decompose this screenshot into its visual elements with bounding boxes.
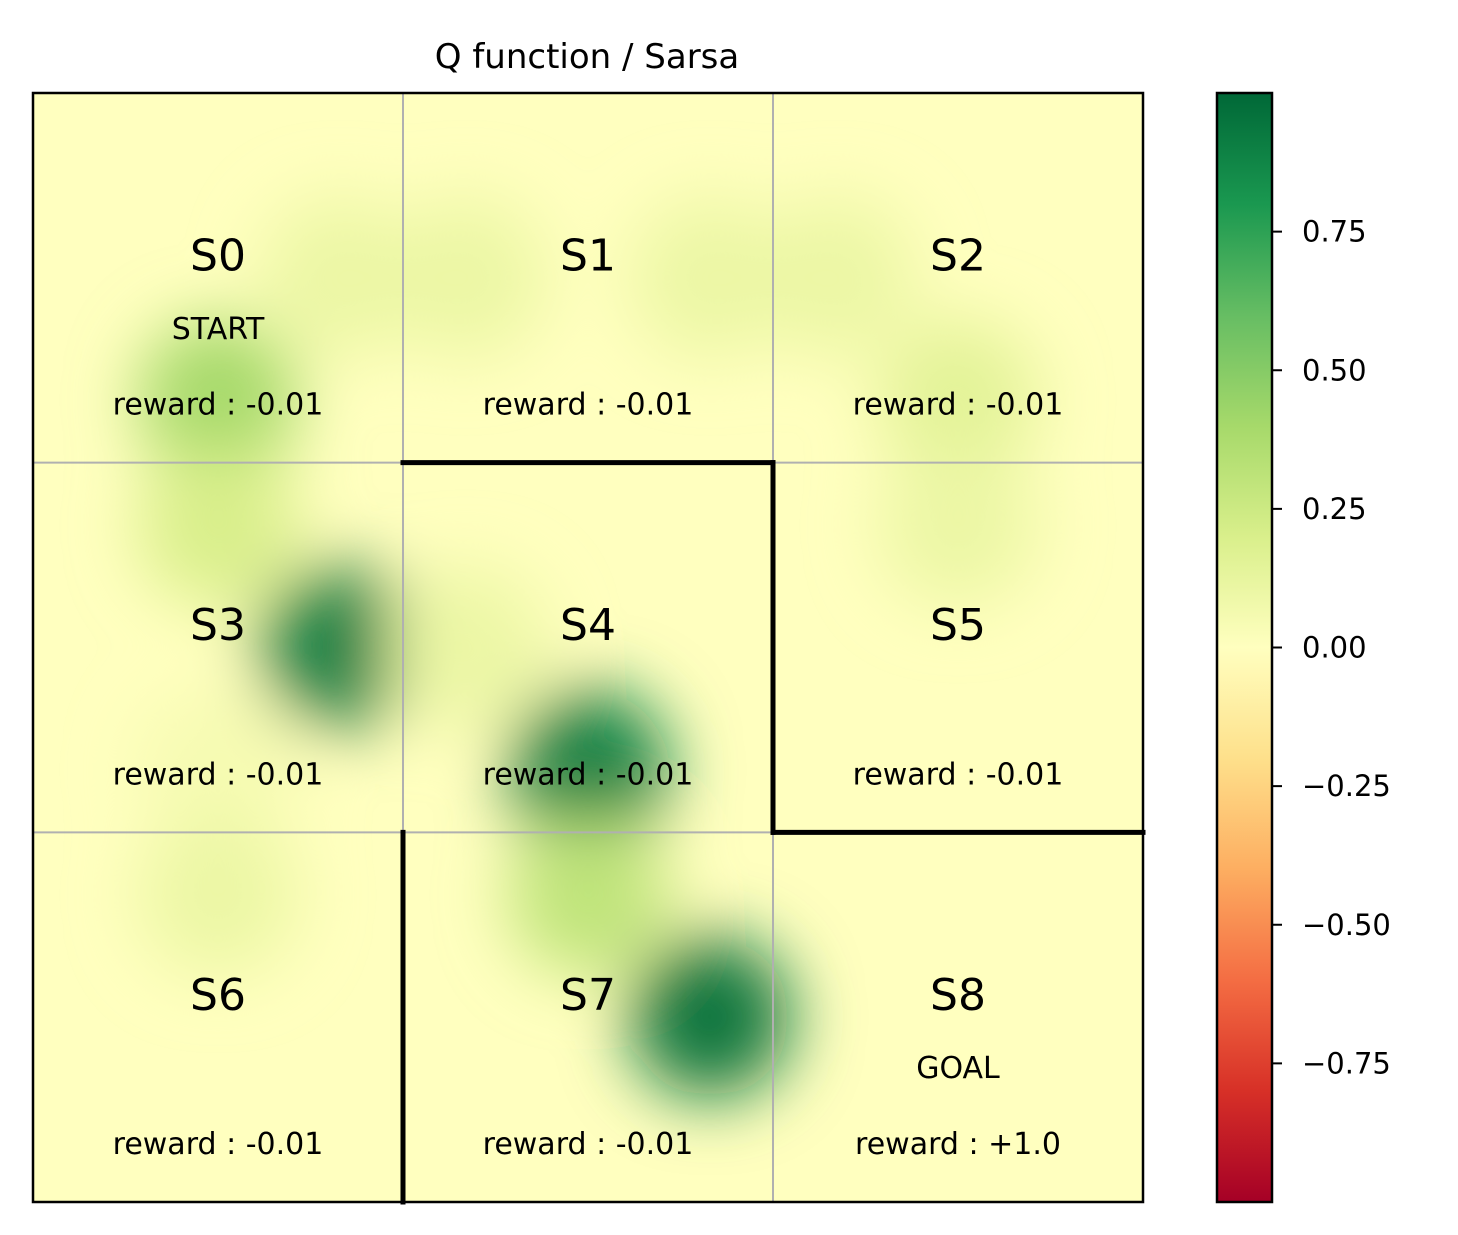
state-reward-S1: reward : -0.01 — [483, 388, 694, 423]
q-value-S7-right — [630, 937, 791, 1098]
q-value-S3-down — [138, 689, 298, 850]
q-value-S5-up — [878, 445, 1038, 606]
q-value-S7-up — [508, 815, 668, 976]
colorbar-gradient — [1217, 93, 1272, 1202]
state-reward-S8: reward : +1.0 — [855, 1127, 1061, 1162]
plot-area: S0 START reward : -0.01 S1 reward : -0.01 S2 r… — [31, 91, 1146, 1205]
q-value-S0-right — [260, 197, 421, 358]
q-value-S2-down — [878, 319, 1038, 480]
state-labels: S0 START reward : -0.01 S1 reward : -0.01 S2 r… — [113, 230, 1064, 1162]
q-value-S1-left — [385, 197, 546, 358]
q-value-S3-right — [260, 567, 421, 728]
chart-title: Q function / Sarsa — [435, 37, 739, 77]
state-name-S3: S3 — [190, 600, 246, 651]
state-reward-S4: reward : -0.01 — [483, 757, 694, 792]
state-reward-S7: reward : -0.01 — [483, 1127, 694, 1162]
state-name-S1: S1 — [560, 230, 616, 281]
q-value-S4-down — [508, 689, 668, 850]
walls — [400, 460, 1146, 1205]
state-name-S4: S4 — [560, 600, 616, 651]
q-heat-layer — [138, 197, 1038, 1098]
q-value-S1-right — [630, 197, 791, 358]
colorbar-tick-label: 0.00 — [1302, 631, 1367, 665]
colorbar-tick-label: −0.50 — [1302, 908, 1391, 942]
state-reward-S0: reward : -0.01 — [113, 388, 324, 423]
plot-background — [33, 93, 1143, 1202]
colorbar: 0.75 0.50 0.25 0.00 −0.25 −0.50 −0.75 — [1215, 91, 1391, 1204]
state-reward-S2: reward : -0.01 — [853, 388, 1064, 423]
state-reward-S6: reward : -0.01 — [113, 1127, 324, 1162]
q-value-S2-left — [755, 197, 916, 358]
state-tag-S0: START — [172, 312, 265, 347]
state-name-S6: S6 — [190, 970, 246, 1021]
colorbar-tick-label: 0.25 — [1302, 492, 1367, 526]
plot-frame — [31, 91, 1145, 1204]
state-tag-S8: GOAL — [916, 1051, 1000, 1086]
colorbar-ticks: 0.75 0.50 0.25 0.00 −0.25 −0.50 −0.75 — [1272, 215, 1391, 1080]
state-name-S8: S8 — [930, 970, 986, 1021]
colorbar-tick-label: −0.75 — [1302, 1046, 1391, 1080]
q-value-S3-up — [138, 445, 298, 606]
colorbar-tick-label: 0.50 — [1302, 353, 1367, 387]
state-reward-S5: reward : -0.01 — [853, 757, 1064, 792]
state-name-S0: S0 — [190, 230, 246, 281]
state-name-S7: S7 — [560, 970, 616, 1021]
state-reward-S3: reward : -0.01 — [113, 757, 324, 792]
colorbar-tick-label: 0.75 — [1302, 215, 1367, 249]
q-value-S6-up — [138, 815, 298, 976]
state-name-S5: S5 — [930, 600, 986, 651]
q-value-S0-down — [138, 319, 298, 480]
q-value-S4-left — [385, 567, 546, 728]
colorbar-tick-label: −0.25 — [1302, 769, 1391, 803]
state-name-S2: S2 — [930, 230, 986, 281]
